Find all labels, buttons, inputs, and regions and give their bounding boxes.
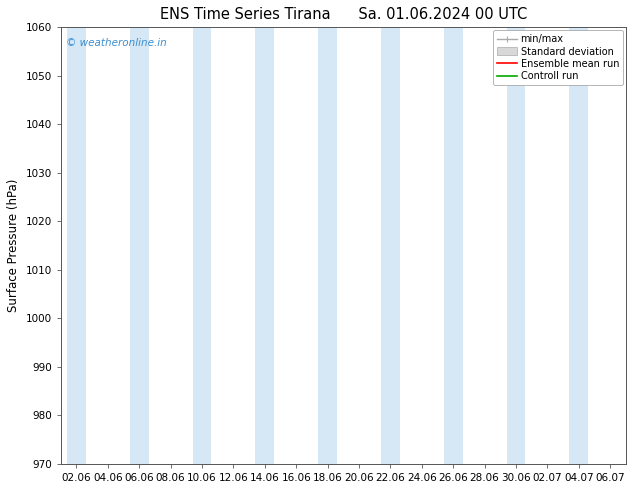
Bar [193, 27, 212, 464]
Bar [507, 27, 526, 464]
Y-axis label: Surface Pressure (hPa): Surface Pressure (hPa) [7, 179, 20, 312]
Bar [444, 27, 463, 464]
Bar [569, 27, 588, 464]
Text: © weatheronline.in: © weatheronline.in [67, 38, 167, 48]
Bar [256, 27, 275, 464]
Bar [130, 27, 149, 464]
Bar [318, 27, 337, 464]
Legend: min/max, Standard deviation, Ensemble mean run, Controll run: min/max, Standard deviation, Ensemble me… [493, 30, 623, 85]
Title: ENS Time Series Tirana      Sa. 01.06.2024 00 UTC: ENS Time Series Tirana Sa. 01.06.2024 00… [160, 7, 527, 22]
Bar [67, 27, 86, 464]
Bar [381, 27, 400, 464]
